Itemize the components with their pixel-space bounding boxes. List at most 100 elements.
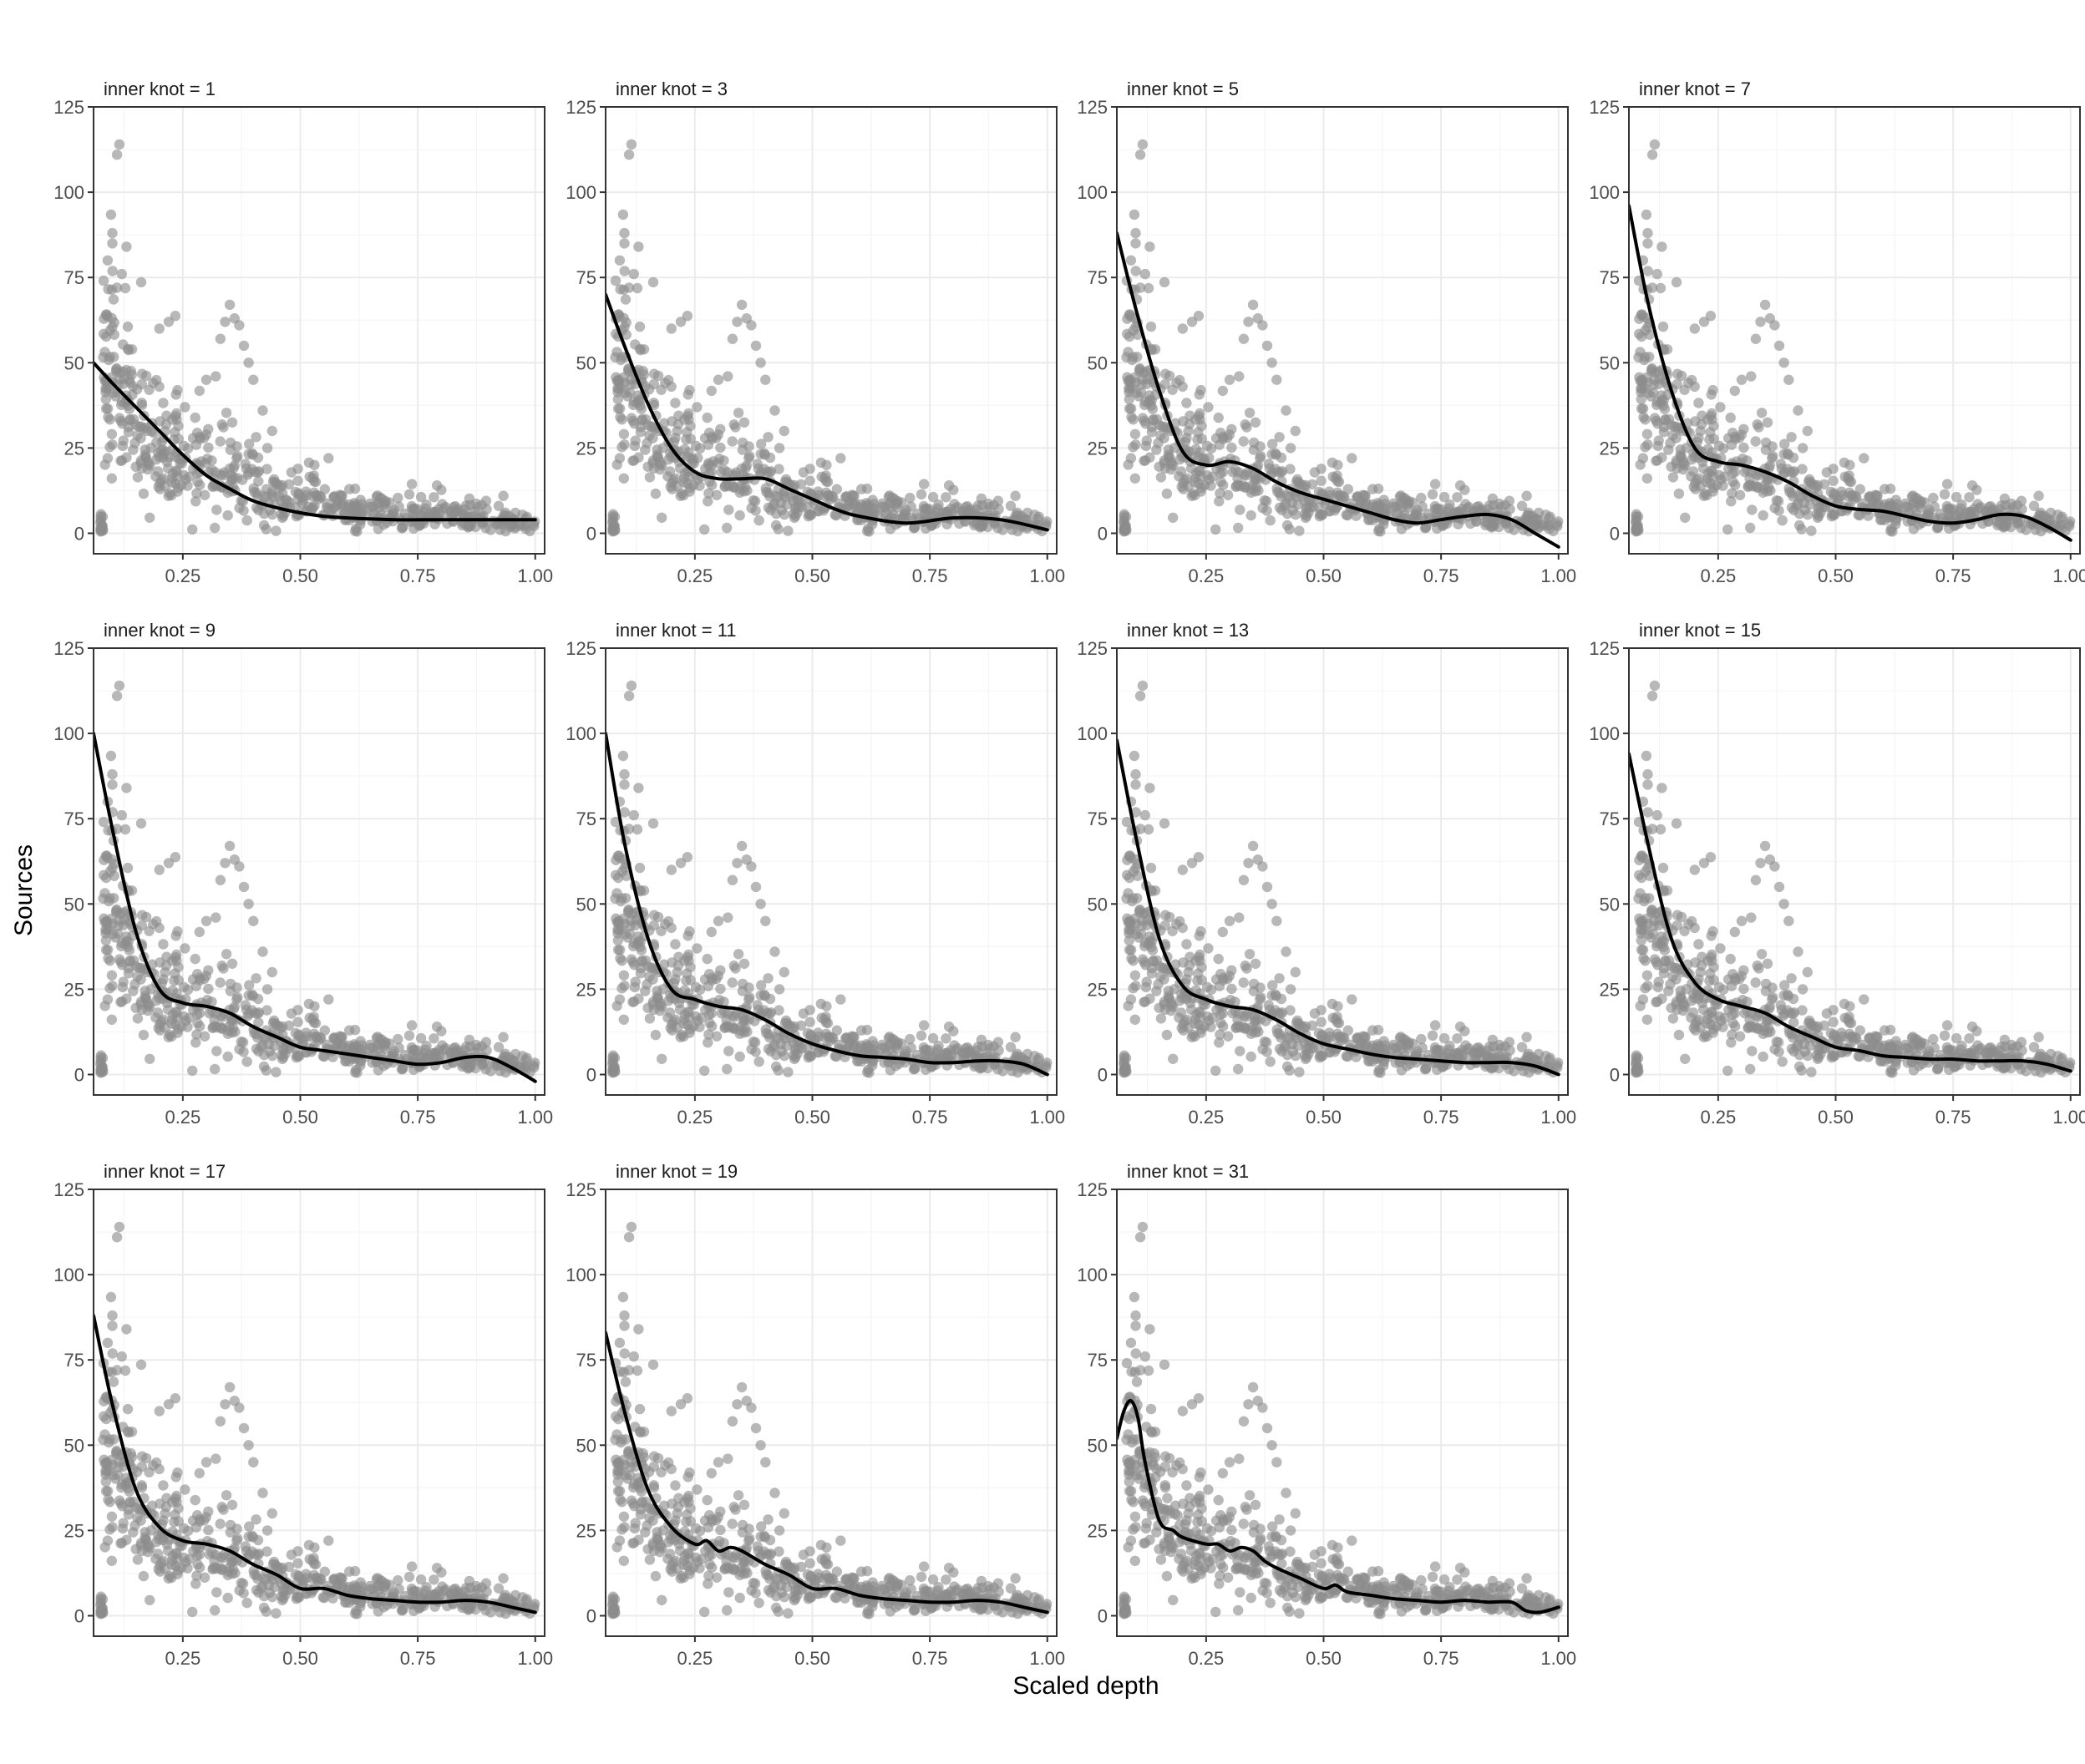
data-point <box>1194 930 1205 941</box>
data-point <box>1633 352 1644 362</box>
data-point <box>1247 299 1259 311</box>
data-point <box>1282 1049 1293 1061</box>
data-point <box>1205 480 1216 491</box>
data-point <box>180 943 190 954</box>
data-point <box>1746 371 1757 382</box>
data-point <box>275 1023 287 1034</box>
data-point <box>619 227 630 239</box>
data-point <box>1265 514 1276 526</box>
data-point <box>1124 850 1135 861</box>
data-point <box>257 946 268 957</box>
data-point <box>1124 935 1135 946</box>
data-point <box>763 432 774 443</box>
data-point <box>656 384 667 395</box>
data-point <box>1378 1060 1389 1071</box>
data-point <box>107 768 118 780</box>
data-point <box>1244 408 1256 418</box>
data-point <box>1146 941 1157 952</box>
data-point <box>679 414 690 425</box>
data-point <box>642 979 652 990</box>
data-point <box>613 309 624 320</box>
data-point <box>840 1032 851 1044</box>
data-point <box>1210 1065 1221 1077</box>
data-point <box>737 986 748 996</box>
data-point <box>304 471 315 482</box>
data-point <box>1139 268 1151 280</box>
data-point <box>176 458 187 469</box>
data-point <box>1679 384 1690 395</box>
data-point <box>261 464 272 474</box>
data-point <box>261 443 273 454</box>
data-point <box>753 463 764 474</box>
panel-title: inner knot = 1 <box>104 79 216 99</box>
data-point <box>248 374 259 385</box>
data-point <box>266 509 278 520</box>
data-point <box>1330 1032 1342 1043</box>
data-point <box>831 509 842 521</box>
data-point <box>637 956 647 967</box>
data-point <box>215 874 226 885</box>
data-point <box>1939 489 1951 500</box>
data-point <box>816 1012 827 1024</box>
data-point <box>1010 490 1021 501</box>
data-point <box>1282 508 1293 520</box>
data-point <box>480 495 492 506</box>
data-point <box>247 449 258 460</box>
data-point <box>637 414 647 426</box>
data-point <box>715 442 726 454</box>
data-point <box>118 366 129 377</box>
data-point <box>1248 444 1260 455</box>
data-point <box>684 1027 695 1038</box>
y-tick-label: 50 <box>1600 352 1620 373</box>
data-point <box>628 809 639 821</box>
data-point <box>779 966 789 978</box>
data-point <box>690 981 702 993</box>
data-point <box>779 509 790 520</box>
data-point <box>220 858 231 869</box>
data-point <box>123 941 134 952</box>
data-point <box>241 1004 252 1016</box>
data-point <box>1148 956 1159 967</box>
data-point <box>1265 1056 1276 1067</box>
data-point <box>657 512 667 523</box>
data-point <box>1363 1056 1374 1067</box>
data-point <box>1141 435 1152 446</box>
data-point <box>397 522 408 534</box>
data-point <box>706 1008 717 1019</box>
data-point <box>1193 968 1204 979</box>
data-point <box>1758 509 1768 521</box>
data-point <box>1416 492 1427 504</box>
data-point <box>1544 524 1555 535</box>
data-point <box>1796 524 1807 535</box>
data-point <box>806 1051 817 1062</box>
data-point <box>1658 400 1669 411</box>
data-point <box>614 994 626 1005</box>
data-point <box>145 512 155 523</box>
data-point <box>1195 486 1206 497</box>
data-point <box>1317 509 1328 520</box>
y-tick-label: 75 <box>576 267 596 288</box>
data-point <box>1139 996 1149 1008</box>
data-point <box>1178 478 1189 489</box>
data-point <box>211 504 222 515</box>
data-point <box>621 317 632 328</box>
data-point <box>635 400 646 411</box>
data-point <box>1128 325 1139 336</box>
data-point <box>1327 471 1338 482</box>
data-point <box>1153 438 1164 449</box>
data-point <box>261 984 273 995</box>
data-point <box>1264 463 1276 474</box>
data-point <box>114 680 125 692</box>
data-point <box>275 482 287 493</box>
data-point <box>157 444 168 455</box>
data-point <box>736 299 748 311</box>
data-point <box>682 427 692 438</box>
data-point <box>178 440 190 451</box>
y-tick-label: 25 <box>1600 438 1620 459</box>
data-point <box>1245 484 1257 494</box>
data-point <box>1168 512 1179 523</box>
data-point <box>154 864 165 875</box>
data-point <box>618 473 629 484</box>
